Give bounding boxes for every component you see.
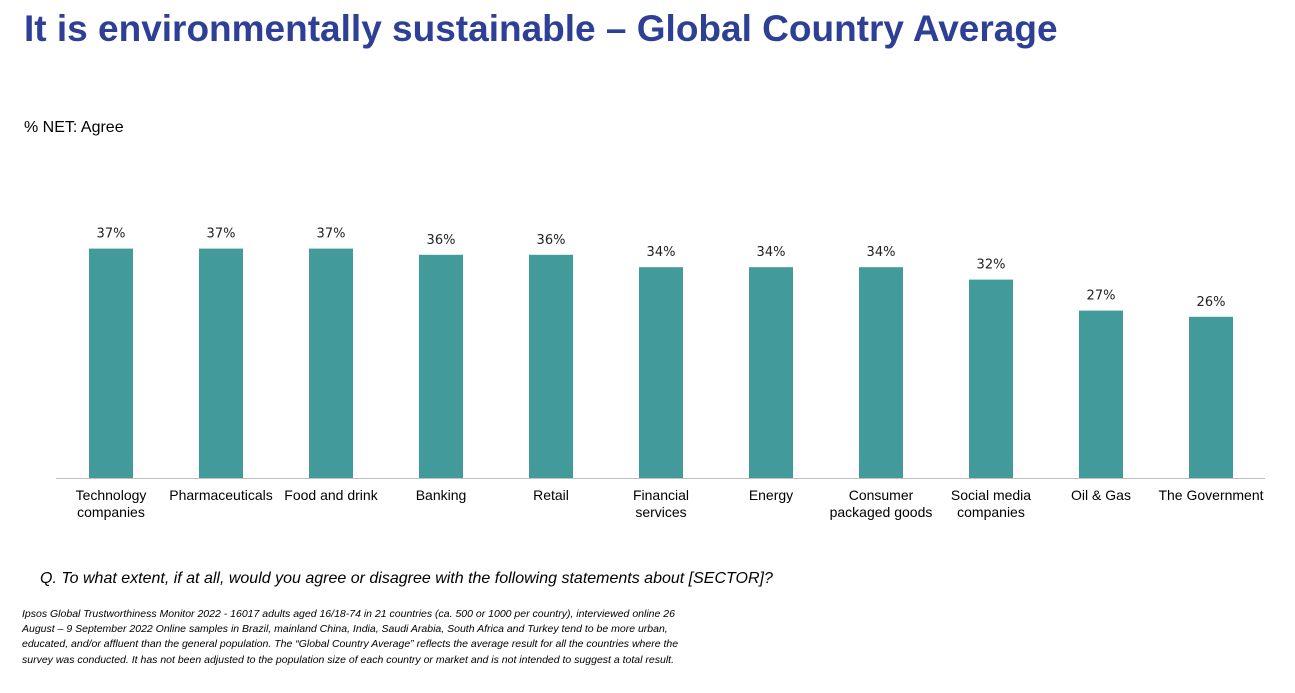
data-label: 36%: [427, 233, 456, 248]
category-label: Technology companies: [76, 487, 147, 520]
category-label: Consumer packaged goods: [830, 487, 933, 520]
category-label: Financial services: [633, 487, 689, 520]
category-label: Banking: [416, 487, 467, 503]
bar: [749, 267, 793, 478]
bar: [1189, 316, 1233, 478]
data-label: 32%: [977, 258, 1006, 273]
category-label: Pharmaceuticals: [169, 487, 273, 503]
data-label: 27%: [1087, 289, 1116, 304]
survey-question: Q. To what extent, if at all, would you …: [40, 570, 773, 587]
bar: [859, 267, 903, 478]
bar: [309, 248, 353, 478]
category-label: Oil & Gas: [1071, 487, 1131, 503]
bar-chart: 37% Technology companies 37% Pharmaceuticals…: [56, 227, 1265, 520]
category-label: Food and drink: [284, 487, 378, 503]
bar: [199, 248, 243, 478]
footnote: Ipsos Global Trustworthiness Monitor 202…: [22, 608, 679, 666]
page-title: It is environmentally sustainable – Glob…: [24, 8, 1058, 49]
category-label: The Government: [1158, 487, 1263, 503]
data-label: 26%: [1197, 295, 1226, 310]
data-label: 34%: [757, 245, 786, 260]
category-label: Retail: [533, 487, 569, 503]
bar: [529, 254, 573, 478]
category-label: Social media companies: [951, 487, 1031, 520]
data-label: 37%: [317, 227, 346, 242]
category-label: Energy: [749, 487, 793, 503]
data-label: 37%: [207, 227, 236, 242]
data-label: 36%: [537, 233, 566, 248]
bar: [969, 279, 1013, 478]
bar: [639, 267, 683, 478]
data-label: 37%: [97, 227, 126, 242]
bar: [1079, 310, 1123, 478]
bar: [89, 248, 133, 478]
bar: [419, 254, 463, 478]
data-label: 34%: [647, 245, 676, 260]
chart-subtitle: % NET: Agree: [24, 119, 124, 136]
data-label: 34%: [867, 245, 896, 260]
